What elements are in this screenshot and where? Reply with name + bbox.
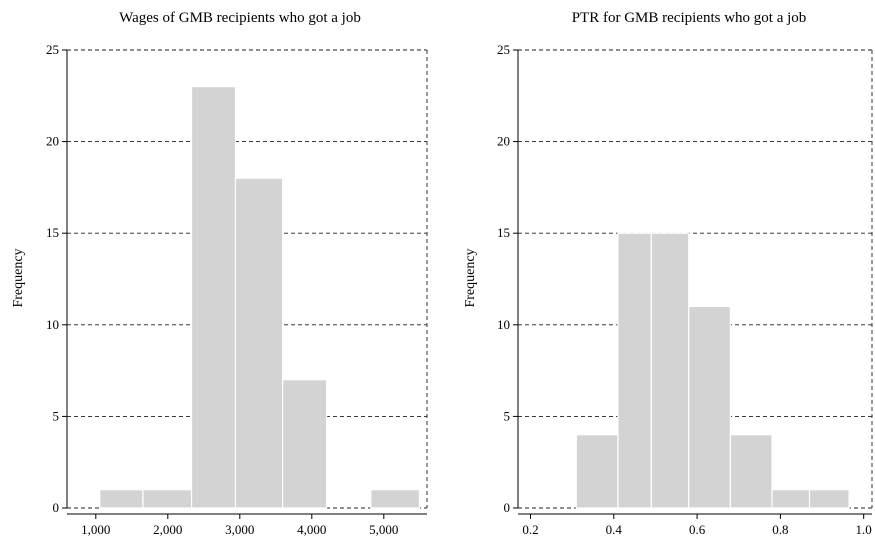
wages-histogram-bar [234, 177, 284, 509]
wages-histogram-bar [99, 489, 144, 509]
ptr-y-tick-label: 25 [497, 42, 510, 57]
ptr-y-tick-label: 5 [504, 408, 511, 423]
wages-histogram-panel: Wages of GMB recipients who got a job Fr… [11, 10, 428, 536]
wages-x-tick-label: 3,000 [225, 522, 254, 536]
ptr-x-tick-label: 0.4 [606, 522, 623, 536]
ptr-x-tick-label: 0.6 [689, 522, 706, 536]
wages-x-tick-label: 1,000 [81, 522, 110, 536]
wages-histogram-bar [370, 489, 421, 509]
wages-histogram-bar [142, 489, 193, 509]
ptr-y-tick-label: 20 [497, 134, 510, 149]
ptr-y-tick-label: 10 [497, 317, 510, 332]
ptr-histogram-bar [575, 434, 619, 509]
ptr-histogram-bar [650, 232, 690, 509]
ptr-histogram-bar [617, 232, 652, 509]
ptr-histogram-bar [808, 489, 850, 509]
ptr-histogram-panel: PTR for GMB recipients who got a job Fre… [463, 10, 873, 536]
ptr-x-tick-label: 0.8 [772, 522, 788, 536]
wages-histogram-bar [282, 379, 328, 509]
wages-y-tick-label: 20 [46, 134, 59, 149]
wages-x-tick-label: 4,000 [297, 522, 326, 536]
ptr-histogram-bar [729, 434, 773, 509]
wages-y-tick-label: 0 [53, 500, 60, 515]
wages-y-tick-label: 5 [53, 408, 60, 423]
wages-histogram-bar [190, 86, 237, 509]
ptr-histogram-bar [688, 305, 731, 509]
wages-y-tick-label: 25 [46, 42, 59, 57]
wages-y-tick-label: 10 [46, 317, 59, 332]
wages-x-tick-label: 5,000 [369, 522, 398, 536]
wages-chart-title: Wages of GMB recipients who got a job [119, 10, 361, 26]
ptr-histogram-bar [771, 489, 811, 509]
ptr-chart-title: PTR for GMB recipients who got a job [572, 10, 807, 26]
wages-x-tick-label: 2,000 [153, 522, 182, 536]
ptr-x-tick-label: 0.2 [522, 522, 538, 536]
ptr-y-tick-label: 0 [504, 500, 511, 515]
wages-y-axis-label: Frequency [11, 248, 26, 307]
wages-y-tick-label: 15 [46, 225, 59, 240]
ptr-x-tick-label: 1.0 [856, 522, 872, 536]
ptr-y-tick-label: 15 [497, 225, 510, 240]
ptr-y-axis-label: Frequency [463, 248, 478, 307]
